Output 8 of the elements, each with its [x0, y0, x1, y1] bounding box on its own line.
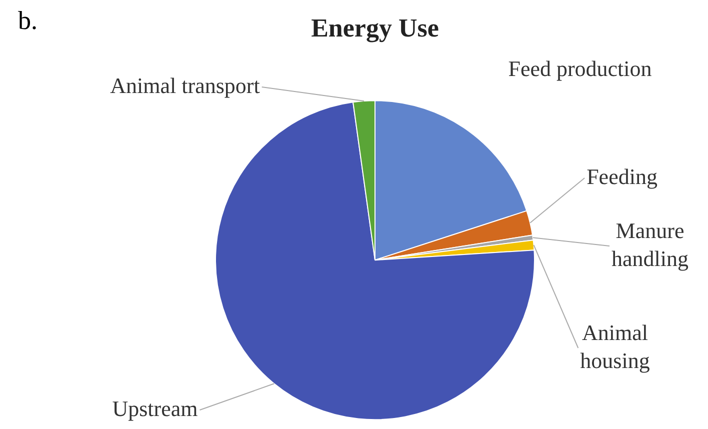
chart-title: Energy Use — [311, 13, 439, 42]
slice-label: Manure handling — [612, 218, 688, 271]
text: b. — [18, 6, 38, 35]
slice-label: Feeding — [586, 164, 658, 189]
slice-label: Animal transport — [110, 72, 260, 98]
slice-label: Upstream — [112, 396, 198, 421]
slice-label: Animal housing — [580, 320, 650, 373]
slice-label: Feed production — [508, 56, 652, 81]
